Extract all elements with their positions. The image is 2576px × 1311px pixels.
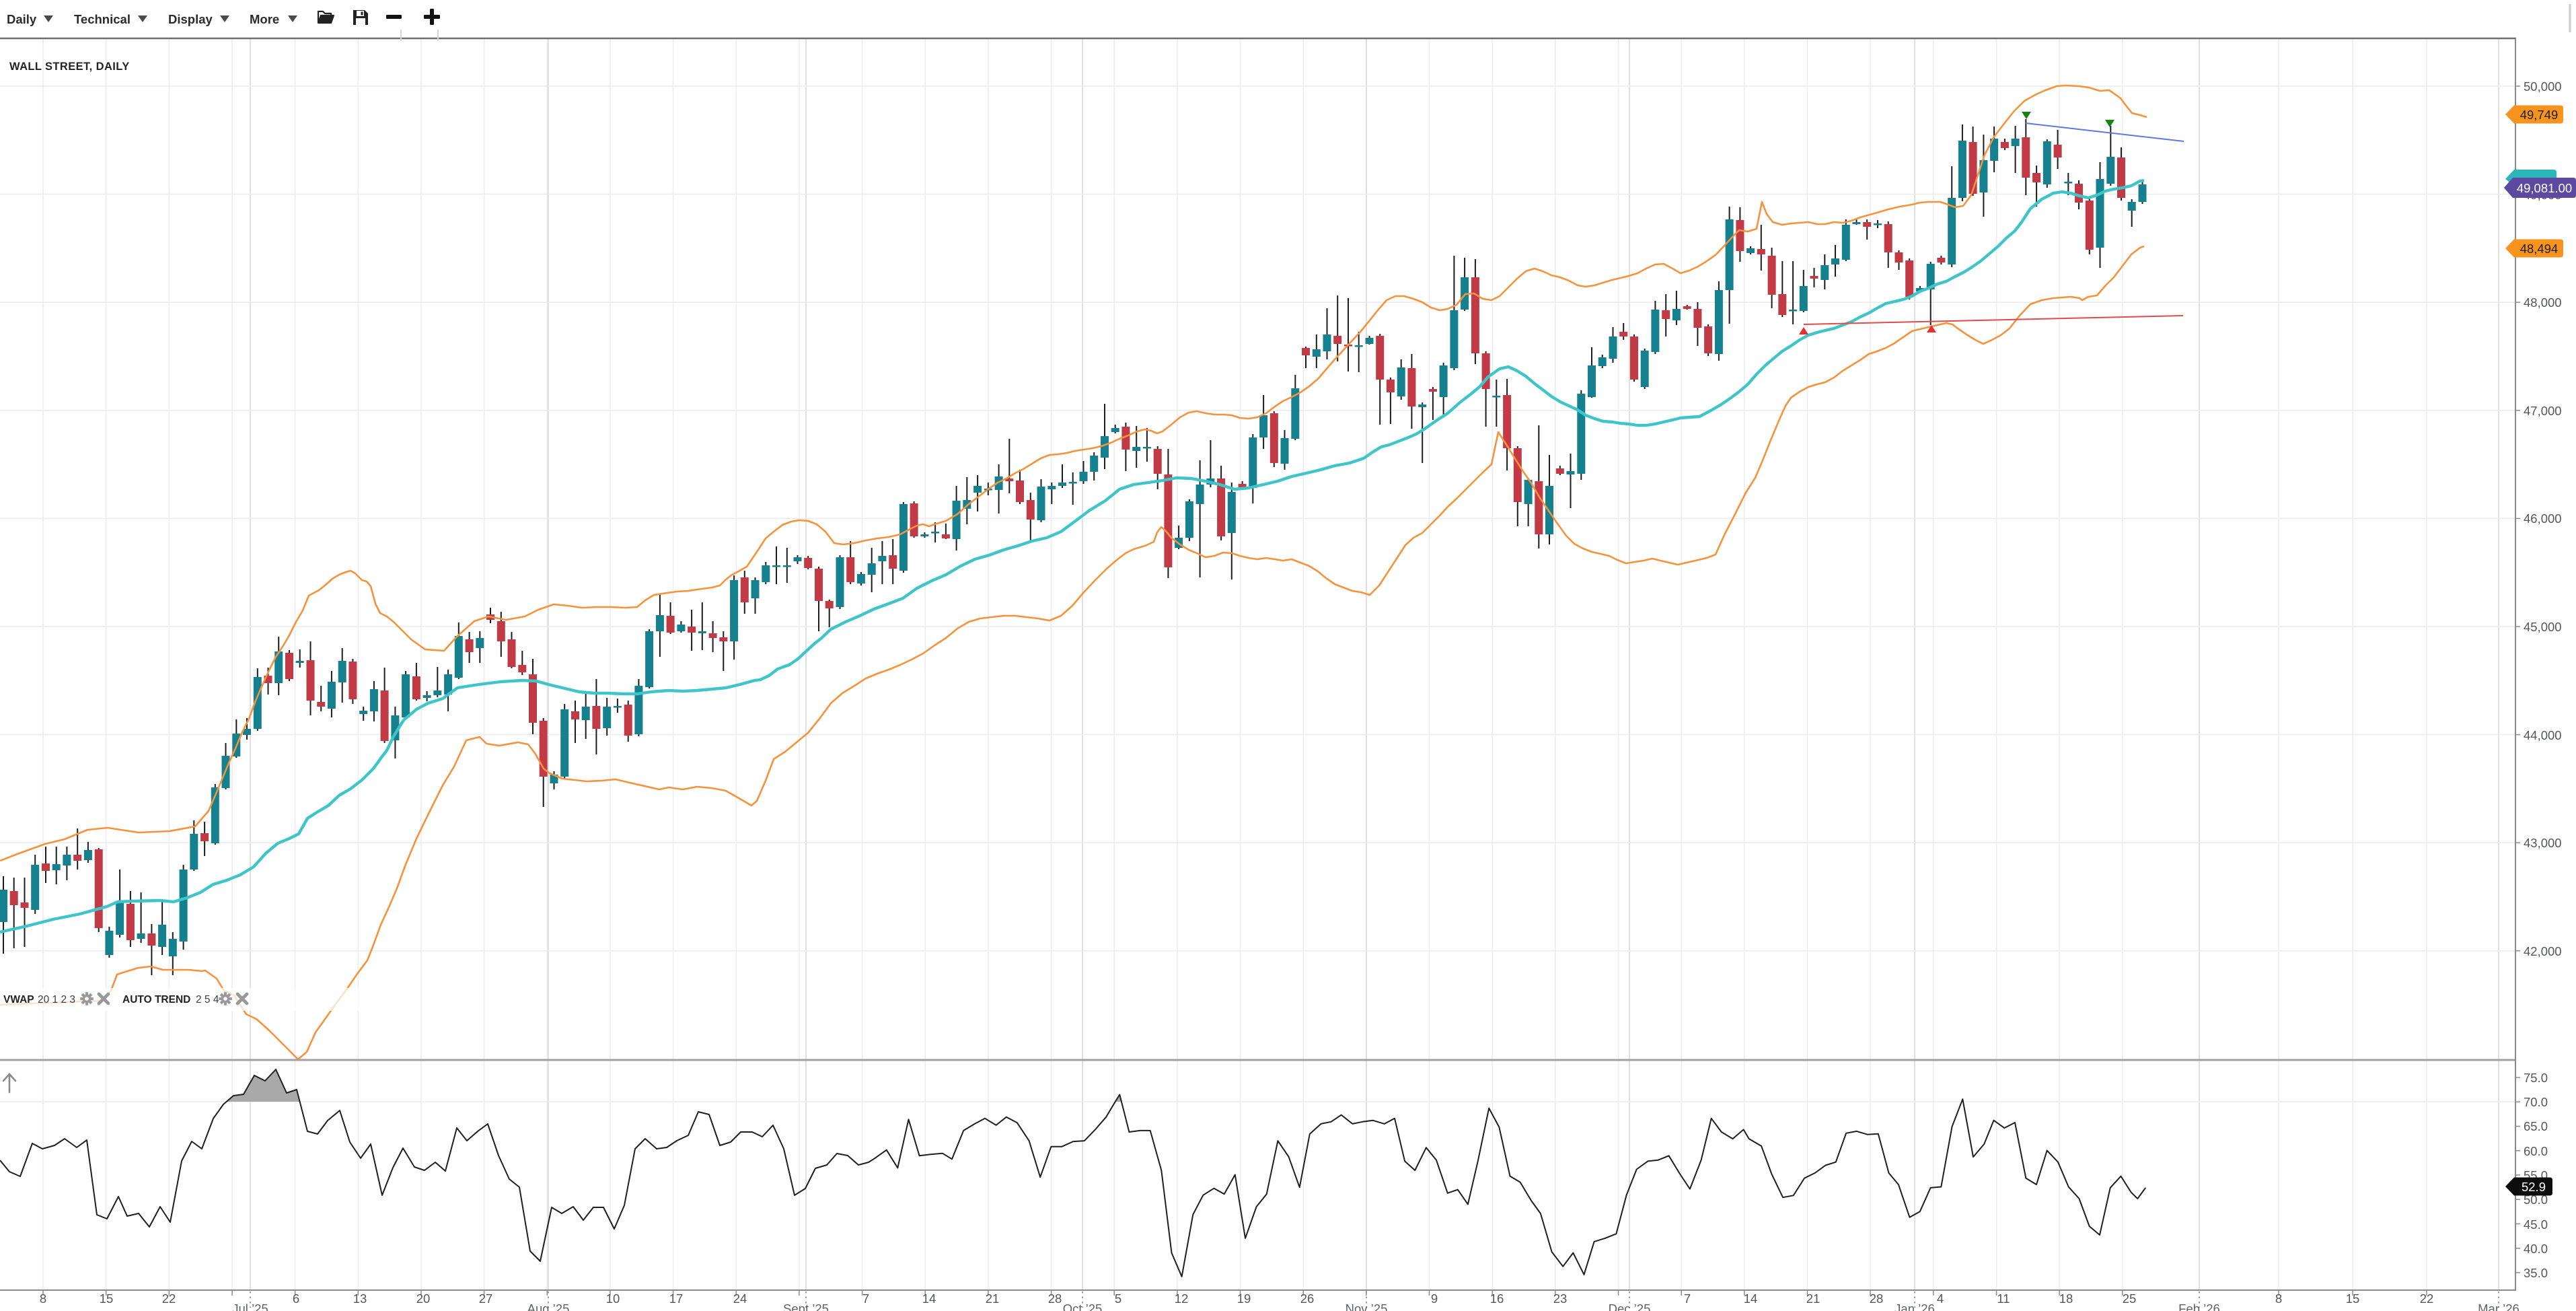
svg-text:Oct ’25: Oct ’25 [1063, 1302, 1103, 1311]
svg-text:40.0: 40.0 [2524, 1242, 2548, 1256]
svg-text:50.0: 50.0 [2524, 1193, 2548, 1207]
svg-text:Dec ’25: Dec ’25 [1609, 1302, 1651, 1311]
svg-text:48,494: 48,494 [2520, 242, 2559, 256]
svg-text:49,081.00: 49,081.00 [2517, 181, 2572, 195]
svg-text:60.0: 60.0 [2524, 1144, 2548, 1158]
svg-text:20: 20 [416, 1291, 431, 1306]
svg-text:4: 4 [1937, 1291, 1944, 1306]
svg-text:Jul ’25: Jul ’25 [232, 1302, 268, 1311]
svg-text:VWAP: VWAP [3, 994, 34, 1005]
svg-text:Mar ’26: Mar ’26 [2478, 1302, 2519, 1311]
svg-text:52.9: 52.9 [2522, 1180, 2546, 1194]
svg-text:43,000: 43,000 [2524, 836, 2562, 850]
svg-text:9: 9 [1431, 1291, 1438, 1306]
svg-text:5: 5 [1115, 1291, 1121, 1306]
svg-text:35.0: 35.0 [2524, 1266, 2548, 1280]
svg-text:16: 16 [1490, 1291, 1504, 1306]
svg-text:42,000: 42,000 [2524, 944, 2562, 958]
svg-text:20 1 2 3: 20 1 2 3 [38, 994, 75, 1005]
svg-text:6: 6 [293, 1291, 299, 1306]
svg-text:48,000: 48,000 [2524, 295, 2562, 310]
svg-text:47,000: 47,000 [2524, 404, 2562, 418]
svg-text:25: 25 [2123, 1291, 2137, 1306]
svg-text:Display: Display [168, 12, 213, 26]
svg-text:44,000: 44,000 [2524, 728, 2562, 742]
svg-text:70.0: 70.0 [2524, 1095, 2548, 1109]
svg-text:45,000: 45,000 [2524, 620, 2562, 634]
svg-text:More: More [250, 12, 279, 26]
svg-text:27: 27 [479, 1291, 493, 1306]
svg-text:Feb ’26: Feb ’26 [2178, 1302, 2220, 1311]
svg-text:45.0: 45.0 [2524, 1217, 2548, 1232]
svg-text:22: 22 [2420, 1291, 2434, 1306]
svg-text:Daily: Daily [7, 12, 37, 26]
svg-text:AUTO TREND: AUTO TREND [122, 994, 190, 1005]
svg-text:WALL STREET, DAILY: WALL STREET, DAILY [9, 61, 130, 73]
svg-text:17: 17 [669, 1291, 684, 1306]
svg-text:Aug ’25: Aug ’25 [527, 1302, 570, 1311]
svg-text:28: 28 [1870, 1291, 1884, 1306]
svg-text:26: 26 [1300, 1291, 1315, 1306]
svg-text:21: 21 [1806, 1291, 1820, 1306]
svg-text:Sept ’25: Sept ’25 [783, 1302, 829, 1311]
svg-text:19: 19 [1237, 1291, 1251, 1306]
svg-text:12: 12 [1175, 1291, 1189, 1306]
svg-text:28: 28 [1048, 1291, 1062, 1306]
svg-text:21: 21 [986, 1291, 1000, 1306]
svg-text:11: 11 [1997, 1291, 2010, 1306]
svg-text:49,749: 49,749 [2520, 108, 2559, 122]
svg-text:46,000: 46,000 [2524, 511, 2562, 526]
svg-text:8: 8 [2275, 1291, 2282, 1306]
svg-text:23: 23 [1553, 1291, 1568, 1306]
svg-text:14: 14 [922, 1291, 936, 1306]
svg-text:13: 13 [353, 1291, 367, 1306]
svg-text:15: 15 [100, 1291, 114, 1306]
svg-text:50,000: 50,000 [2524, 79, 2562, 94]
svg-text:Jan ’26: Jan ’26 [1894, 1302, 1935, 1311]
svg-text:15: 15 [2346, 1291, 2360, 1306]
svg-text:22: 22 [162, 1291, 176, 1306]
svg-text:7: 7 [862, 1291, 869, 1306]
svg-text:65.0: 65.0 [2524, 1119, 2548, 1133]
svg-text:7: 7 [1684, 1291, 1691, 1306]
svg-text:24: 24 [733, 1291, 747, 1306]
svg-text:Technical: Technical [74, 12, 131, 26]
svg-text:18: 18 [2059, 1291, 2073, 1306]
svg-text:75.0: 75.0 [2524, 1071, 2548, 1085]
svg-text:2 5 4: 2 5 4 [196, 994, 219, 1005]
svg-text:8: 8 [40, 1291, 46, 1306]
svg-text:10: 10 [606, 1291, 620, 1306]
svg-text:14: 14 [1744, 1291, 1758, 1306]
svg-text:Nov ’25: Nov ’25 [1346, 1302, 1388, 1311]
